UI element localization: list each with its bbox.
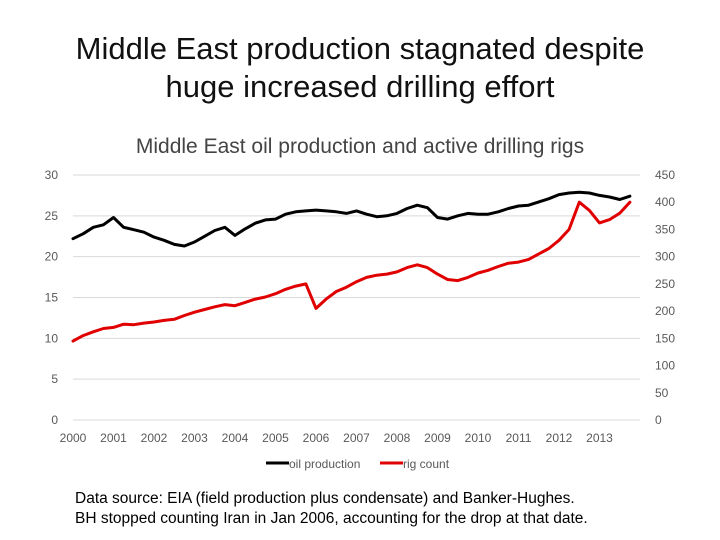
x-tick-label: 2013: [586, 431, 613, 445]
left-axis-ticks: 0 5 10 15 20 25 30: [45, 168, 59, 427]
right-axis-ticks: 0 50 100 150 200 250 300 350 400 450: [655, 168, 675, 427]
legend: oil production rig count: [266, 457, 450, 471]
x-tick-label: 2005: [262, 431, 289, 445]
series-line-oil-production: [71, 190, 632, 248]
right-tick-label: 200: [655, 304, 675, 318]
left-tick-label: 5: [51, 372, 58, 386]
right-tick-label: 350: [655, 222, 675, 236]
right-tick-label: 300: [655, 250, 675, 264]
x-tick-label: 2002: [141, 431, 168, 445]
legend-label-oil-production: oil production: [289, 457, 360, 471]
series-layer: [71, 190, 632, 343]
x-tick-label: 2008: [384, 431, 411, 445]
right-tick-label: 450: [655, 168, 675, 182]
left-tick-label: 10: [45, 331, 59, 345]
right-tick-label: 0: [655, 413, 662, 427]
x-tick-label: 2012: [546, 431, 573, 445]
x-tick-label: 2004: [222, 431, 249, 445]
left-tick-label: 15: [45, 291, 59, 305]
legend-label-rig-count: rig count: [403, 457, 450, 471]
footnote: Data source: EIA (field production plus …: [75, 489, 715, 529]
grid-lines: [73, 174, 640, 421]
left-tick-label: 20: [45, 250, 59, 264]
x-tick-label: 2009: [424, 431, 451, 445]
slide-title-line-1: Middle East production stagnated despite: [75, 31, 645, 66]
right-tick-label: 250: [655, 277, 675, 291]
series-line-rig-count: [71, 200, 632, 343]
x-tick-label: 2003: [181, 431, 208, 445]
right-tick-label: 100: [655, 359, 675, 373]
x-tick-label: 2006: [303, 431, 330, 445]
footnote-line-1: Data source: EIA (field production plus …: [75, 490, 575, 507]
x-tick-label: 2000: [60, 431, 87, 445]
left-tick-label: 0: [51, 413, 58, 427]
x-axis-ticks: 2000 2001 2002 2003 2004 2005 2006 2007 2008 2009…: [60, 431, 614, 445]
x-tick-label: 2007: [343, 431, 370, 445]
x-tick-label: 2010: [465, 431, 492, 445]
left-tick-label: 25: [45, 209, 59, 223]
right-tick-label: 50: [655, 386, 669, 400]
left-tick-label: 30: [45, 168, 59, 182]
slide-title: Middle East production stagnated despite…: [0, 30, 720, 106]
right-tick-label: 150: [655, 331, 675, 345]
right-tick-label: 400: [655, 195, 675, 209]
footnote-line-2: BH stopped counting Iran in Jan 2006, ac…: [75, 510, 588, 527]
slide-title-line-2: huge increased drilling effort: [165, 69, 555, 104]
x-tick-label: 2011: [506, 431, 532, 445]
x-tick-label: 2001: [100, 431, 127, 445]
chart-title: Middle East oil production and active dr…: [135, 135, 585, 158]
